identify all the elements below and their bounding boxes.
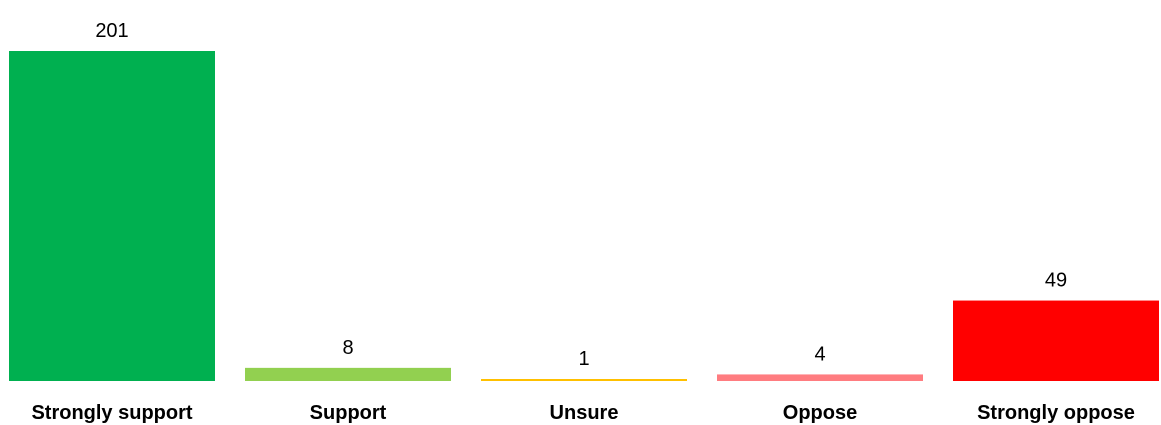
- bar-strongly-support: [9, 51, 215, 381]
- bar-strongly-oppose: [953, 300, 1159, 381]
- bar-support: [245, 367, 451, 381]
- data-label-unsure: 1: [578, 348, 589, 370]
- bar-unsure: [481, 379, 687, 381]
- bars-layer: [9, 51, 1159, 381]
- value-labels-layer: 201 8 1 4 49: [95, 20, 1067, 370]
- tick-label-unsure: Unsure: [550, 402, 619, 424]
- tick-label-strongly-oppose: Strongly oppose: [977, 402, 1135, 424]
- data-label-strongly-support: 201: [95, 20, 128, 42]
- tick-label-oppose: Oppose: [783, 402, 857, 424]
- data-label-oppose: 4: [814, 343, 825, 365]
- category-labels-layer: Strongly support Support Unsure Oppose Stron…: [31, 402, 1134, 424]
- data-label-support: 8: [342, 337, 353, 359]
- bar-oppose: [717, 374, 923, 381]
- tick-label-support: Support: [310, 402, 387, 424]
- data-label-strongly-oppose: 49: [1045, 270, 1067, 292]
- tick-label-strongly-support: Strongly support: [31, 402, 192, 424]
